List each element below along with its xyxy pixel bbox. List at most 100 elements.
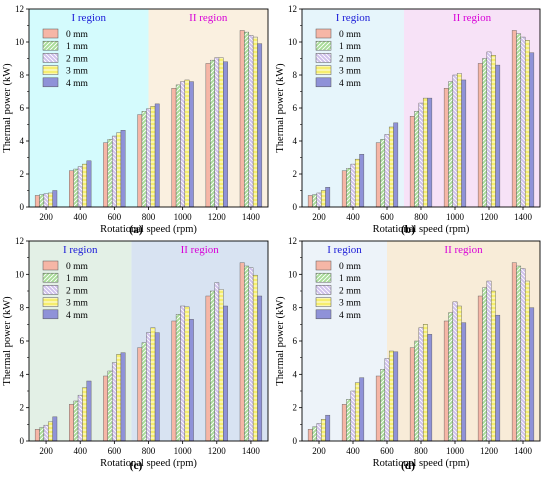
bar-400-2mm: [77, 394, 83, 442]
bar-1000-2mm: [452, 74, 458, 208]
bar-600-2mm: [111, 362, 117, 442]
bar-1200-1mm: [210, 290, 215, 442]
bar-200-0mm: [34, 195, 40, 208]
bar-800-1mm: [141, 342, 147, 442]
bar-600-4mm: [120, 352, 126, 442]
bar-1200-4mm: [223, 305, 228, 442]
x-tick-label: 800: [142, 446, 156, 456]
x-tick-label: 600: [380, 212, 394, 222]
bar-1000-2mm: [452, 301, 458, 442]
x-axis-label: Rotational speed (rpm): [100, 458, 197, 469]
bar-800-3mm: [422, 97, 428, 208]
bar-400-1mm: [346, 168, 352, 208]
bar-800-3mm: [150, 106, 156, 208]
bar-600-1mm: [380, 139, 386, 208]
bar-1200-4mm: [495, 64, 501, 208]
bar-1000-1mm: [175, 84, 181, 208]
bar-1400-4mm: [257, 43, 263, 208]
x-tick-label: 600: [380, 446, 394, 456]
legend: 0 mm 1 mm 2 mm 3 mm 4 mm: [42, 260, 89, 321]
legend-swatch: [42, 77, 59, 88]
bar-1200-0mm: [205, 63, 211, 208]
bar-1000-1mm: [448, 81, 454, 208]
bar-1400-4mm: [529, 307, 535, 442]
bar-1000-4mm: [188, 319, 194, 442]
bar-600-0mm: [103, 142, 109, 208]
bar-200-3mm: [48, 192, 53, 208]
legend-label: 0 mm: [66, 30, 89, 40]
bar-400-1mm: [346, 399, 352, 442]
legend-swatch: [315, 272, 332, 283]
legend-label: 1 mm: [339, 42, 362, 52]
bar-1000-3mm: [456, 73, 462, 208]
bar-200-3mm: [320, 190, 326, 208]
bar-600-4mm: [120, 130, 126, 208]
bar-1400-2mm: [248, 35, 254, 208]
bar-400-3mm: [354, 382, 360, 442]
bar-400-3mm: [82, 387, 87, 442]
legend-swatch: [315, 297, 332, 307]
bar-800-4mm: [427, 334, 433, 442]
bar-200-4mm: [325, 186, 331, 208]
bar-200-1mm: [39, 194, 45, 208]
x-tick-label: 1000: [174, 446, 193, 456]
legend-swatch: [42, 53, 59, 63]
bar-400-2mm: [350, 390, 356, 442]
bar-800-2mm: [418, 327, 424, 442]
x-tick-label: 200: [312, 446, 326, 456]
legend-swatch: [315, 309, 332, 320]
x-tick-label: 1400: [514, 212, 533, 222]
bar-1400-4mm: [257, 295, 263, 442]
x-tick-label: 600: [108, 212, 122, 222]
region-I-label: I region: [336, 12, 371, 24]
bar-1200-3mm: [218, 289, 224, 442]
legend-label: 1 mm: [66, 274, 89, 284]
legend-swatch: [315, 28, 332, 39]
legend-swatch: [315, 260, 332, 271]
bar-1200-2mm: [486, 51, 492, 208]
chart-panel-d: I region II region 200 400 600 800 1000 1200 140…: [275, 236, 541, 472]
y-tick-label: 10: [15, 269, 25, 279]
bar-600-4mm: [393, 122, 399, 208]
bar-600-2mm: [384, 358, 390, 442]
legend-swatch: [42, 40, 59, 51]
bar-1400-1mm: [516, 265, 522, 442]
legend-swatch: [315, 285, 332, 295]
chart-panel-c: I region II region 200 400 600 800 1000 1200 140…: [2, 236, 269, 472]
bar-1400-0mm: [239, 262, 245, 442]
legend-label: 0 mm: [66, 262, 89, 272]
bar-400-0mm: [341, 404, 347, 442]
x-tick-label: 800: [414, 212, 428, 222]
y-tick-label: 12: [15, 4, 24, 14]
bar-400-0mm: [69, 404, 74, 442]
bar-200-1mm: [312, 194, 318, 208]
bar-800-0mm: [137, 347, 143, 442]
bar-1400-3mm: [252, 36, 258, 208]
bar-600-1mm: [380, 369, 386, 442]
bar-1200-2mm: [214, 57, 220, 208]
bar-600-3mm: [116, 132, 122, 208]
y-tick-label: 12: [288, 236, 297, 246]
x-tick-label: 800: [414, 446, 428, 456]
x-axis-label: Rotational speed (rpm): [373, 458, 470, 469]
legend-label: 3 mm: [66, 299, 89, 309]
bar-400-4mm: [359, 377, 365, 442]
legend-label: 2 mm: [66, 54, 89, 64]
legend-label: 0 mm: [339, 30, 362, 40]
bar-1000-3mm: [184, 79, 190, 208]
legend-label: 2 mm: [339, 286, 362, 296]
region-II-label: II region: [189, 12, 228, 24]
legend-swatch: [42, 297, 59, 307]
y-tick-label: 6: [20, 103, 25, 113]
y-axis-label: Thermal power (kW): [2, 63, 13, 153]
y-tick-label: 4: [293, 369, 298, 379]
panel-tag: (b): [401, 224, 415, 236]
y-tick-label: 8: [20, 303, 25, 313]
legend-label: 3 mm: [339, 299, 362, 309]
bar-1400-1mm: [516, 33, 522, 208]
bar-400-1mm: [73, 168, 79, 208]
y-tick-label: 0: [20, 202, 25, 212]
bar-1400-0mm: [511, 30, 517, 208]
bar-800-4mm: [154, 103, 160, 208]
